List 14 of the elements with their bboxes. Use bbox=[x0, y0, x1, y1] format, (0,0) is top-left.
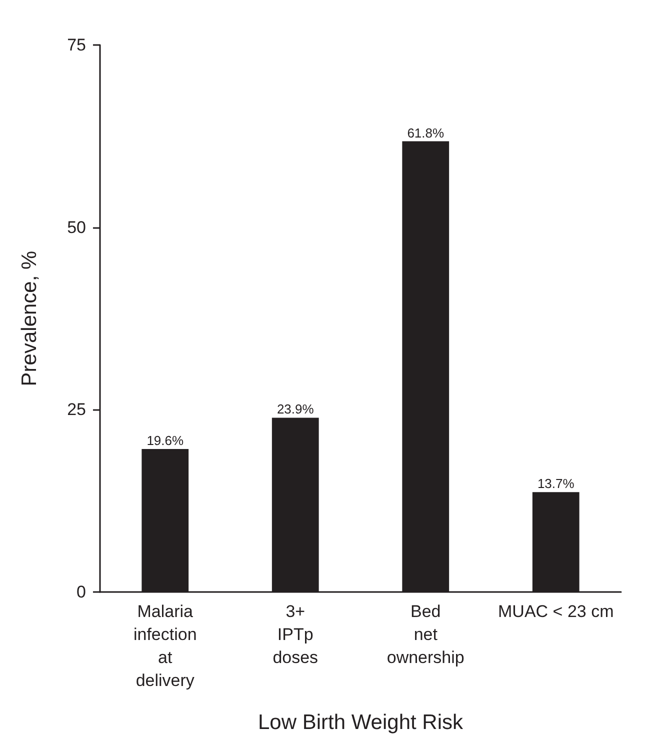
y-tick-label: 75 bbox=[67, 36, 86, 54]
y-axis-title: Prevalence, % bbox=[18, 250, 41, 386]
y-tick-label: 0 bbox=[76, 582, 86, 602]
data-label: 23.9% bbox=[276, 402, 314, 417]
y-tick-label: 25 bbox=[67, 400, 86, 420]
x-tick-label: Malaria infection at delivery bbox=[133, 602, 197, 690]
x-tick-label: Bed net ownership bbox=[386, 602, 464, 667]
data-label: 61.8% bbox=[407, 125, 444, 140]
x-tick-label: 3+ IPTp doses bbox=[272, 602, 318, 667]
x-axis-title: Low Birth Weight Risk bbox=[258, 711, 464, 734]
x-tick-label: MUAC < 23 cm bbox=[498, 602, 614, 621]
data-label: 19.6% bbox=[146, 433, 184, 448]
data-label: 13.7% bbox=[537, 476, 575, 492]
y-tick-label: 50 bbox=[67, 218, 86, 237]
